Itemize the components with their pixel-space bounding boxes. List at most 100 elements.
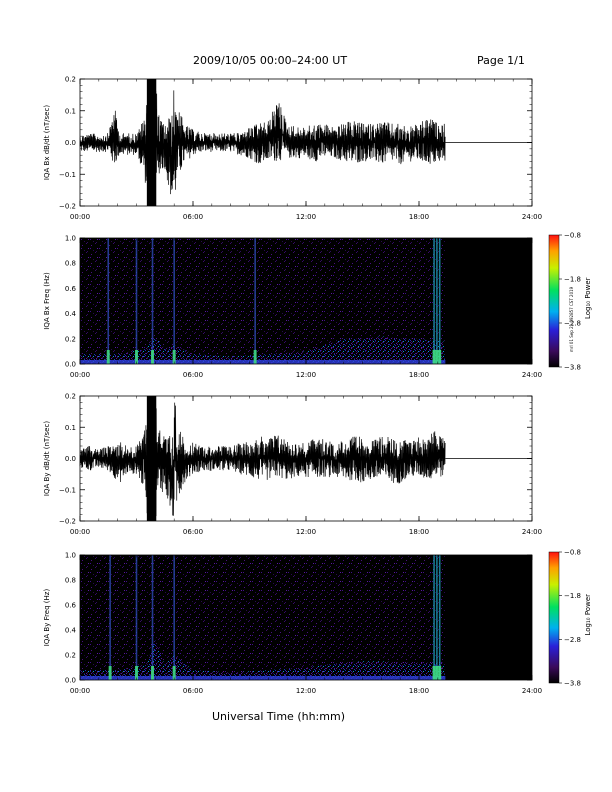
- spectrogram-band: [151, 555, 154, 680]
- colorbar-label: Log₁₀ Power: [584, 277, 592, 319]
- y-tick-label: 0.1: [65, 107, 76, 115]
- spectrogram-band: [135, 238, 138, 364]
- x-axis-title: Universal Time (hh:mm): [212, 710, 345, 723]
- y-tick-label: −0.2: [59, 518, 76, 526]
- colorbar-tick-label: −2.8: [564, 636, 581, 644]
- y-tick-label: 0.8: [65, 260, 76, 268]
- y-tick-label: 0.6: [65, 602, 77, 610]
- colorbar: [548, 551, 560, 684]
- x-tick-label: 00:00: [70, 213, 90, 221]
- plot-title: 2009/10/05 00:00–24:00 UT: [193, 54, 348, 67]
- trace-saturation-block: [146, 396, 157, 521]
- spectrogram-band-hotspot: [151, 350, 155, 364]
- spectrogram-band-hotspot: [253, 350, 257, 364]
- x-tick-label: 24:00: [522, 528, 542, 536]
- spectrogram-band: [151, 238, 154, 364]
- x-tick-label: 06:00: [183, 528, 203, 536]
- spectrogram-band: [254, 238, 256, 364]
- x-tick-label: 06:00: [183, 213, 203, 221]
- spectrogram-band: [173, 238, 175, 364]
- x-tick-label: 18:00: [409, 213, 429, 221]
- trace-saturation-block: [146, 79, 157, 206]
- x-tick-label: 12:00: [296, 528, 316, 536]
- y-axis-label: IQA By Freq (Hz): [43, 589, 51, 647]
- y-tick-label: 0.0: [65, 677, 76, 685]
- page-indicator: Page 1/1: [477, 54, 525, 67]
- x-tick-label: 24:00: [522, 213, 542, 221]
- x-tick-label: 06:00: [183, 687, 203, 695]
- y-tick-label: 0.0: [65, 455, 76, 463]
- spectrogram-band-hotspot: [151, 666, 155, 680]
- y-tick-label: −0.1: [59, 486, 76, 494]
- y-tick-label: 1.0: [65, 552, 76, 560]
- y-tick-label: 0.8: [65, 577, 76, 585]
- x-tick-label: 12:00: [296, 687, 316, 695]
- spectrogram-floor: [80, 676, 446, 680]
- x-tick-label: 06:00: [183, 371, 203, 379]
- colorbar-tick-label: −3.8: [564, 680, 581, 688]
- y-axis-label: IQA By dB/dt (nT/sec): [43, 421, 51, 496]
- y-tick-label: 0.0: [65, 139, 76, 147]
- spectrogram-band: [438, 555, 441, 680]
- y-tick-label: 0.2: [65, 393, 76, 401]
- x-tick-label: 24:00: [522, 687, 542, 695]
- spectrogram-band: [433, 238, 435, 364]
- spectrogram-floor: [80, 360, 446, 364]
- spectrogram-band: [109, 555, 111, 680]
- colorbar-tick-label: −1.8: [564, 276, 581, 284]
- spectrogram-band-hotspot: [172, 350, 176, 364]
- spectrogram-band: [135, 555, 138, 680]
- x-tick-label: 18:00: [409, 528, 429, 536]
- colorbar-tick-label: −0.8: [564, 232, 581, 240]
- y-tick-label: 0.6: [65, 285, 77, 293]
- y-axis-label: IQA Bx Freq (Hz): [43, 272, 51, 330]
- y-tick-label: 0.2: [65, 76, 76, 84]
- spectrogram-band: [173, 555, 175, 680]
- y-axis-label: IQA Bx dB/dt (nT/sec): [43, 105, 51, 180]
- spectrogram-band: [433, 555, 435, 680]
- y-tick-label: 0.2: [65, 652, 76, 660]
- x-tick-label: 00:00: [70, 528, 90, 536]
- spectrogram-band-hotspot: [435, 350, 439, 364]
- x-tick-label: 00:00: [70, 371, 90, 379]
- trace-line: [79, 79, 446, 204]
- spectrogram-band-hotspot: [135, 666, 138, 680]
- colorbar-tick-label: −0.8: [564, 549, 581, 557]
- x-tick-label: 00:00: [70, 687, 90, 695]
- x-tick-label: 12:00: [296, 371, 316, 379]
- spectrogram-band: [107, 238, 110, 364]
- spectrogram-band-hotspot: [432, 666, 436, 680]
- spectrogram-band-hotspot: [438, 666, 442, 680]
- spectrogram-lowfreq-band: [80, 640, 446, 680]
- colorbar-tick-label: −2.8: [564, 320, 581, 328]
- x-tick-label: 18:00: [409, 687, 429, 695]
- y-tick-label: 0.0: [65, 361, 76, 369]
- colorbar-tick-label: −1.8: [564, 592, 581, 600]
- spectrogram-band-hotspot: [106, 350, 110, 364]
- y-tick-label: 0.4: [65, 627, 77, 635]
- spectrogram-band-hotspot: [108, 666, 112, 680]
- x-tick-label: 18:00: [409, 371, 429, 379]
- spectrogram-lowfreq-band: [80, 336, 446, 364]
- spectrogram-band-hotspot: [438, 350, 442, 364]
- y-tick-label: −0.1: [59, 171, 76, 179]
- spectrogram-band-hotspot: [435, 666, 439, 680]
- y-tick-label: 0.2: [65, 335, 76, 343]
- y-tick-label: 0.4: [65, 310, 77, 318]
- spectrogram-band: [436, 238, 438, 364]
- spectrogram-band-hotspot: [135, 350, 138, 364]
- y-tick-label: 1.0: [65, 235, 76, 243]
- spectrogram-band-hotspot: [172, 666, 176, 680]
- y-tick-label: 0.1: [65, 424, 76, 432]
- colorbar: [548, 234, 560, 368]
- spectrogram-band-hotspot: [432, 350, 436, 364]
- x-tick-label: 12:00: [296, 213, 316, 221]
- spectrogram-band: [436, 555, 438, 680]
- x-tick-label: 24:00: [522, 371, 542, 379]
- spectrogram-noise: [80, 555, 446, 680]
- trace-line: [79, 401, 446, 520]
- colorbar-label: Log₁₀ Power: [584, 594, 592, 636]
- y-tick-label: −0.2: [59, 203, 76, 211]
- colorbar-tick-label: −3.8: [564, 364, 581, 372]
